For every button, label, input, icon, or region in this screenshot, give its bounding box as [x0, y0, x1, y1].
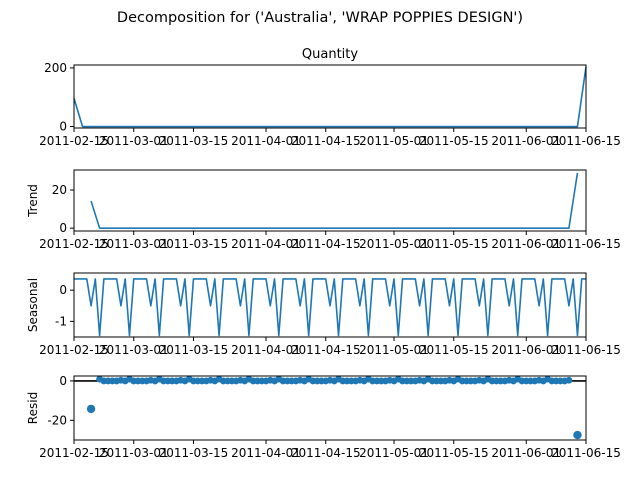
x-tick-label: 2011-03-15 — [159, 446, 229, 460]
axes-frame — [73, 272, 587, 338]
x-tick-label: 2011-05-15 — [419, 134, 489, 148]
series-marks — [73, 66, 587, 128]
series-marks — [74, 278, 586, 337]
y-tick-label: 0 — [59, 374, 67, 388]
y-tick-label: -1 — [55, 314, 67, 328]
x-tick-label: 2011-03-15 — [159, 343, 229, 357]
y-ticks: -1 0 — [55, 283, 74, 328]
x-tick-label: 2011-02-15 — [39, 237, 109, 251]
subplot-1: Quantity 0 200 2011-02-152011-03-012011-03-… — [39, 47, 621, 148]
x-tick-label: 2011-06-01 — [491, 446, 561, 460]
x-tick-label: 2011-06-15 — [551, 134, 621, 148]
x-tick-label: 2011-02-15 — [39, 343, 109, 357]
x-tick-label: 2011-05-15 — [419, 446, 489, 460]
x-tick-label: 2011-05-01 — [359, 446, 429, 460]
x-tick-label: 2011-04-01 — [231, 343, 301, 357]
x-tick-label: 2011-03-01 — [99, 446, 169, 460]
series-marks — [90, 172, 579, 229]
series-marks — [74, 375, 586, 440]
y-ticks: -20 0 — [47, 374, 74, 427]
subplot-title: Quantity — [302, 47, 358, 62]
y-tick-label: 0 — [59, 120, 67, 134]
x-tick-label: 2011-04-15 — [291, 134, 361, 148]
y-axis-label: Resid — [26, 392, 40, 424]
subplot-stack: Quantity02002011-02-152011-03-012011-03-… — [26, 47, 621, 460]
resid-point — [565, 376, 573, 384]
y-tick-label: 20 — [52, 183, 67, 197]
x-tick-label: 2011-03-15 — [159, 134, 229, 148]
x-tick-label: 2011-05-15 — [419, 237, 489, 251]
x-tick-label: 2011-06-15 — [551, 343, 621, 357]
x-tick-label: 2011-05-01 — [359, 134, 429, 148]
x-tick-label: 2011-02-15 — [39, 134, 109, 148]
y-tick-label: 200 — [44, 61, 67, 75]
x-tick-label: 2011-02-15 — [39, 446, 109, 460]
x-tick-label: 2011-05-15 — [419, 343, 489, 357]
x-tick-label: 2011-06-01 — [491, 343, 561, 357]
axes-frame — [73, 375, 587, 441]
x-tick-label: 2011-06-01 — [491, 134, 561, 148]
x-tick-label: 2011-04-15 — [291, 237, 361, 251]
series-line — [73, 66, 587, 128]
axes-frame — [73, 169, 587, 232]
subplot-3: Seasonal -1 0 2011-02-152011-03-012011-03-1… — [26, 272, 621, 357]
x-tick-label: 2011-03-01 — [99, 237, 169, 251]
x-tick-label: 2011-03-01 — [99, 343, 169, 357]
y-tick-label: 0 — [59, 283, 67, 297]
x-tick-label: 2011-03-01 — [99, 134, 169, 148]
y-tick-label: -20 — [47, 413, 67, 427]
x-tick-label: 2011-04-01 — [231, 237, 301, 251]
x-tick-label: 2011-04-15 — [291, 343, 361, 357]
x-tick-label: 2011-03-15 — [159, 237, 229, 251]
seasonal-line — [74, 278, 586, 337]
y-ticks: 0 200 — [44, 61, 74, 134]
y-axis-label: Trend — [26, 184, 40, 218]
x-tick-label: 2011-06-15 — [551, 237, 621, 251]
y-tick-label: 0 — [59, 221, 67, 235]
figure-suptitle: Decomposition for ('Australia', 'WRAP PO… — [117, 10, 523, 26]
x-tick-label: 2011-04-15 — [291, 446, 361, 460]
x-tick-label: 2011-04-01 — [231, 134, 301, 148]
resid-outlier-point — [86, 404, 96, 414]
x-tick-label: 2011-04-01 — [231, 446, 301, 460]
series-line — [90, 172, 579, 229]
x-tick-label: 2011-06-01 — [491, 237, 561, 251]
y-ticks: 0 20 — [52, 183, 74, 235]
x-tick-label: 2011-05-01 — [359, 237, 429, 251]
x-tick-label: 2011-06-15 — [551, 446, 621, 460]
resid-outlier-point — [573, 430, 582, 440]
x-tick-label: 2011-05-01 — [359, 343, 429, 357]
y-axis-label: Seasonal — [26, 278, 40, 332]
axes-frame — [73, 64, 587, 129]
